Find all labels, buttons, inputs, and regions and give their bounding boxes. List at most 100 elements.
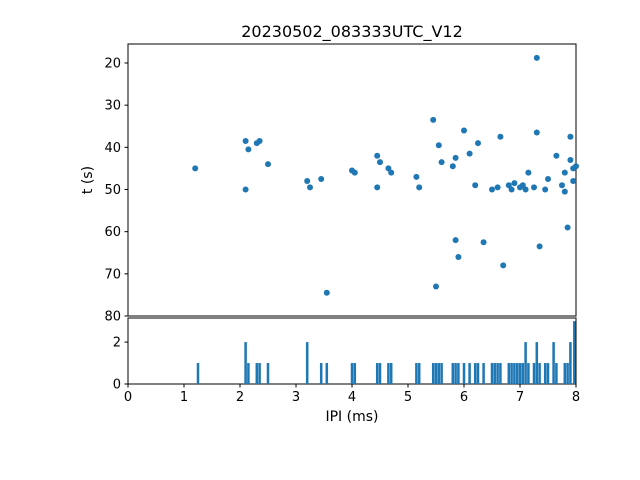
scatter-point	[533, 129, 540, 136]
scatter-point	[466, 150, 473, 157]
scatter-point	[567, 156, 574, 163]
histogram-bars	[196, 321, 576, 384]
tick-label: 0	[124, 390, 132, 405]
histogram-bar	[552, 342, 555, 384]
scatter-point	[505, 182, 512, 189]
scatter-point	[304, 178, 311, 185]
histogram-bar	[196, 363, 200, 384]
scatter-point	[245, 146, 252, 153]
scatter-point	[508, 186, 515, 193]
histogram-bar	[319, 363, 323, 384]
scatter-point	[416, 184, 423, 191]
histogram-bar	[325, 363, 329, 384]
histogram-bar	[468, 363, 471, 384]
histogram-bar	[462, 363, 466, 384]
histogram-bar	[543, 363, 547, 384]
scatter-point	[561, 188, 568, 195]
histogram-bar	[490, 363, 494, 384]
tick-label: 0	[113, 378, 121, 393]
tick-label: 4	[348, 390, 356, 405]
tick-label: 30	[104, 99, 121, 114]
scatter-point	[307, 184, 313, 191]
histogram-bar	[555, 363, 558, 384]
tick-label: 70	[104, 267, 121, 282]
histogram-bar	[569, 342, 572, 384]
tick-label: 8	[572, 390, 580, 405]
scatter-point	[242, 137, 249, 144]
histogram-bar	[350, 363, 354, 384]
tick-label: 6	[460, 390, 468, 405]
histogram-bar	[440, 363, 443, 384]
scatter-point	[192, 165, 199, 172]
histogram-bar	[266, 363, 270, 384]
scatter-points	[192, 54, 579, 296]
scatter-point	[570, 178, 577, 185]
scatter-point	[323, 289, 330, 296]
histogram-bar	[566, 363, 569, 384]
histogram-bar	[515, 363, 519, 384]
scatter-point	[413, 173, 420, 180]
histogram-bar	[389, 363, 393, 384]
histogram-bar	[573, 321, 576, 384]
scatter-point	[573, 163, 579, 170]
tick-label: 3	[292, 390, 300, 405]
scatter-point	[500, 262, 507, 269]
scatter-point	[435, 142, 442, 149]
scatter-point	[545, 175, 551, 182]
histogram-bar	[563, 363, 567, 384]
histogram-bar	[415, 363, 418, 384]
scatter-point	[522, 186, 529, 193]
scatter-point	[567, 133, 574, 140]
scatter-point	[519, 182, 526, 189]
histogram-bar	[482, 363, 485, 384]
scatter-point	[385, 165, 392, 172]
scatter-point	[461, 127, 467, 134]
tick-label: 7	[516, 390, 524, 405]
histogram-bar	[521, 363, 525, 384]
scatter-point	[256, 137, 263, 144]
scatter-point	[553, 152, 560, 159]
scatter-axes-frame	[127, 43, 577, 317]
histogram-bar	[431, 363, 435, 384]
scatter-point	[472, 182, 479, 189]
scatter-point	[351, 169, 358, 176]
tick-label: 50	[104, 183, 121, 198]
histogram-bar	[524, 342, 527, 384]
hist-y-ticks: 02	[113, 336, 128, 393]
scatter-point	[511, 180, 518, 187]
histogram-bar	[496, 363, 499, 384]
scatter-point	[525, 169, 532, 176]
y-axis-label: t (s)	[80, 165, 96, 195]
scatter-point	[559, 182, 565, 189]
scatter-point	[536, 243, 543, 250]
scatter-point	[377, 159, 383, 166]
scatter-point	[388, 169, 395, 176]
scatter-point	[531, 184, 537, 191]
tick-label: 1	[180, 390, 188, 405]
scatter-point	[452, 154, 459, 161]
scatter-point	[533, 54, 540, 61]
histogram-bar	[387, 363, 390, 384]
histogram-bar	[507, 363, 511, 384]
scatter-point	[489, 186, 495, 193]
histogram-bar	[451, 363, 455, 384]
tick-label: 60	[104, 225, 121, 240]
scatter-point	[480, 239, 487, 246]
scatter-point	[318, 175, 325, 182]
histogram-bar	[247, 363, 250, 384]
histogram-bar	[454, 363, 457, 384]
histogram-bar	[499, 363, 502, 384]
tick-label: 80	[104, 310, 121, 325]
scatter-point	[497, 133, 504, 140]
histogram-bar	[255, 363, 259, 384]
tick-label: 2	[113, 336, 121, 351]
scatter-point	[242, 186, 249, 193]
histogram-bar	[476, 363, 480, 384]
scatter-point	[561, 169, 568, 176]
scatter-point	[430, 116, 437, 123]
histogram-bar	[546, 363, 550, 384]
figure-title: 20230502_083333UTC_V12	[241, 22, 463, 41]
histogram-bar	[518, 363, 522, 384]
